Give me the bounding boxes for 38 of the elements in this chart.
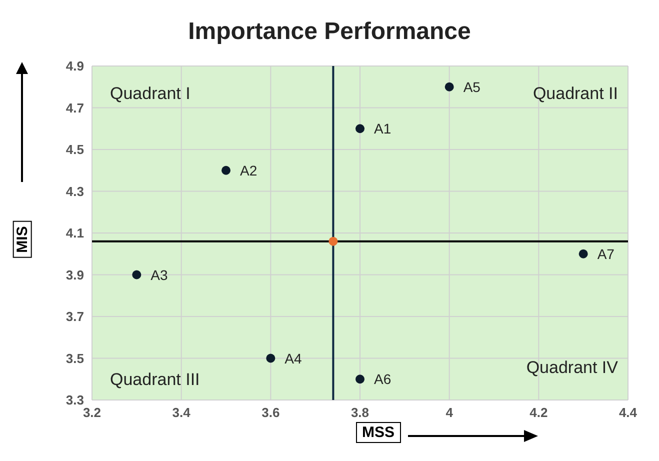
y-tick-label: 4.9 <box>66 58 84 74</box>
x-tick-label: 3.6 <box>262 405 280 420</box>
point <box>444 82 454 92</box>
data-label: A2 <box>240 162 258 178</box>
y-tick-label: 3.5 <box>66 350 84 366</box>
data-label: A1 <box>374 120 392 137</box>
y-axis-title: MIS <box>12 220 32 258</box>
annotation: Quadrant III <box>110 370 200 390</box>
point <box>266 354 276 363</box>
data-label: A3 <box>150 266 168 283</box>
y-tick-label: 4.5 <box>66 142 84 158</box>
y-tick-label: 4.7 <box>66 100 84 116</box>
chart-title: Importance Performance <box>187 17 472 47</box>
x-tick-label: 4.2 <box>530 405 548 420</box>
point <box>328 236 338 246</box>
data-label: A4 <box>284 350 302 366</box>
y-tick-label: 4.3 <box>66 184 84 199</box>
x-tick-label: 4.4 <box>618 405 638 420</box>
point <box>578 249 588 258</box>
point <box>356 374 364 384</box>
x-tick-label: 4 <box>446 405 454 420</box>
y-tick-label: 3.3 <box>66 392 84 408</box>
data-label: A7 <box>597 246 615 262</box>
point <box>222 166 230 175</box>
x-tick-label: 3.8 <box>350 405 370 420</box>
point <box>356 124 364 134</box>
data-label: A5 <box>463 78 481 95</box>
annotation: Quadrant IV <box>526 358 618 378</box>
x-tick-label: 3.2 <box>82 405 102 420</box>
annotation: Quadrant I <box>110 84 190 104</box>
point <box>132 270 142 280</box>
y-tick-label: 3.7 <box>66 309 84 324</box>
annotation: Quadrant II <box>532 84 618 104</box>
data-label: A6 <box>374 371 392 388</box>
y-tick-label: 4.1 <box>66 226 84 241</box>
x-axis-title: MSS <box>356 422 401 443</box>
x-tick-label: 3.4 <box>172 405 192 420</box>
y-tick-label: 3.9 <box>66 267 84 282</box>
